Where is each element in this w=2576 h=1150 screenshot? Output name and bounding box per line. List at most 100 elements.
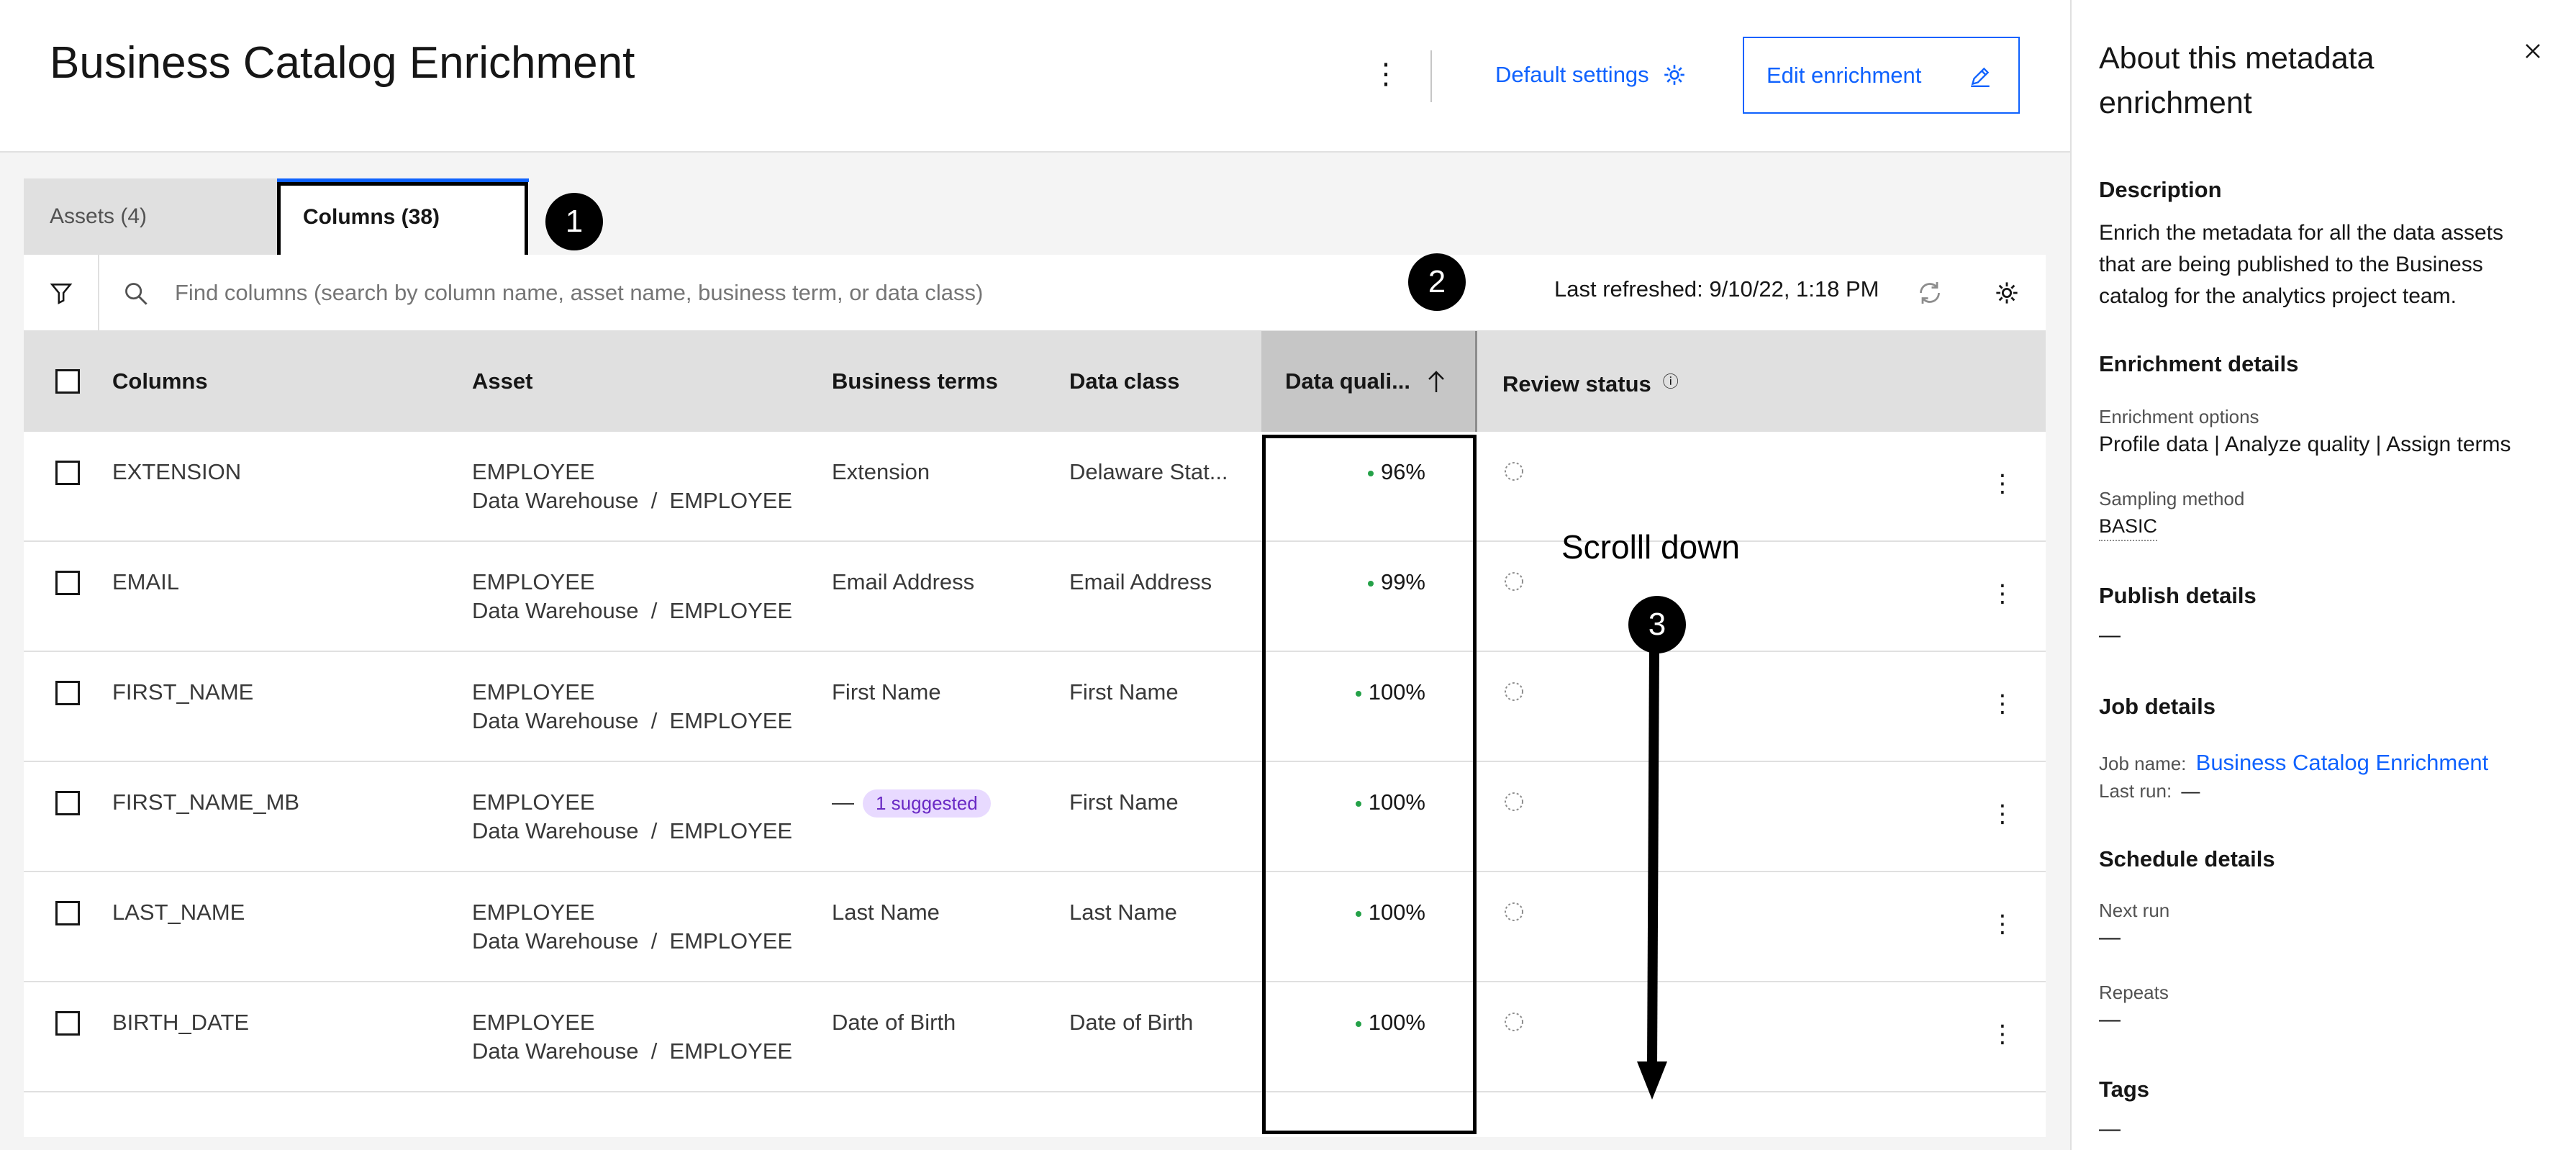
review-status-pending-icon	[1505, 792, 1523, 811]
table-row[interactable]: EMAIL EMPLOYEE Data Warehouse / EMPLOYEE Em…	[24, 542, 2046, 652]
refresh-button[interactable]	[1912, 275, 1948, 311]
quality-status-dot	[1355, 800, 1361, 807]
details-side-panel: About this metadata enrichment Descripti…	[2070, 0, 2576, 1150]
row-checkbox[interactable]	[55, 1011, 80, 1036]
business-term: —	[832, 789, 854, 815]
annotation-callout-2: 2	[1408, 253, 1466, 311]
business-term-cell: Date of Birth	[832, 1010, 956, 1036]
quality-status-dot	[1355, 1020, 1361, 1027]
table-row[interactable]: LAST_NAME EMPLOYEE Data Warehouse / EMPLOY…	[24, 872, 2046, 982]
row-checkbox[interactable]	[55, 461, 80, 485]
repeats-value: —	[2099, 1008, 2121, 1031]
page-header: Business Catalog Enrichment ⋮ Default se…	[0, 0, 2070, 153]
business-term-cell: Email Address	[832, 569, 974, 595]
description-heading: Description	[2099, 177, 2222, 202]
table-row[interactable]: EXTENSION EMPLOYEE Data Warehouse / EMPLOY…	[24, 432, 2046, 542]
sampling-method-value[interactable]: BASIC	[2099, 512, 2158, 541]
data-quality-value: 99%	[1380, 569, 1425, 594]
row-overflow-menu[interactable]: ⋮	[1990, 800, 2015, 828]
quality-status-dot	[1355, 690, 1361, 697]
refresh-icon	[1920, 282, 1940, 304]
business-term: Last Name	[832, 900, 940, 925]
row-checkbox[interactable]	[55, 791, 80, 815]
asset-name[interactable]: EMPLOYEE	[472, 569, 595, 594]
data-class: First Name	[1069, 679, 1179, 705]
header-business-terms[interactable]: Business terms	[832, 368, 998, 394]
gear-icon	[1664, 65, 1684, 85]
asset-path: Data Warehouse / EMPLOYEE	[472, 488, 793, 513]
sorted-column-highlight	[1261, 331, 1477, 432]
row-overflow-menu[interactable]: ⋮	[1990, 1020, 2015, 1048]
column-name[interactable]: BIRTH_DATE	[112, 1010, 250, 1035]
business-term-cell: — 1 suggested	[832, 789, 991, 818]
tags-value: —	[2099, 1117, 2121, 1141]
data-quality-cell: 100%	[1261, 679, 1425, 705]
job-details-heading: Job details	[2099, 694, 2216, 719]
edit-enrichment-label: Edit enrichment	[1767, 62, 1922, 88]
tab-assets[interactable]: Assets (4)	[24, 178, 277, 255]
business-term: Date of Birth	[832, 1010, 956, 1035]
data-quality-value: 96%	[1380, 459, 1425, 484]
overflow-menu-button[interactable]: ⋮	[1371, 58, 1400, 90]
data-quality-value: 100%	[1368, 1010, 1425, 1035]
business-term: Email Address	[832, 569, 975, 594]
data-quality-value: 100%	[1368, 789, 1425, 815]
header-asset[interactable]: Asset	[472, 368, 533, 394]
row-checkbox[interactable]	[55, 571, 80, 595]
quality-status-dot	[1355, 910, 1361, 917]
data-quality-value: 100%	[1368, 900, 1425, 925]
close-icon	[2526, 44, 2540, 58]
header-data-quality[interactable]: Data quali...	[1285, 331, 1446, 432]
suggested-terms-badge[interactable]: 1 suggested	[863, 789, 991, 818]
asset-path: Data Warehouse / EMPLOYEE	[472, 928, 793, 954]
data-quality-cell: 100%	[1261, 900, 1425, 925]
table-toolbar: Last refreshed: 9/10/22, 1:18 PM	[24, 255, 2046, 331]
asset-name[interactable]: EMPLOYEE	[472, 789, 595, 815]
row-checkbox[interactable]	[55, 681, 80, 705]
column-name[interactable]: FIRST_NAME_MB	[112, 789, 300, 815]
filter-button[interactable]	[24, 255, 99, 331]
column-name[interactable]: LAST_NAME	[112, 900, 245, 925]
table-row[interactable]: FIRST_NAME EMPLOYEE Data Warehouse / EMPLO…	[24, 652, 2046, 762]
header-review-status[interactable]: Review status ⓘ	[1502, 334, 1679, 435]
data-class: Last Name	[1069, 900, 1177, 925]
row-overflow-menu[interactable]: ⋮	[1990, 910, 2015, 938]
publish-details-heading: Publish details	[2099, 583, 2257, 608]
scroll-down-arrow	[1637, 647, 1667, 1100]
table-settings-button[interactable]	[1989, 275, 2025, 311]
tab-columns[interactable]: Columns (38)	[277, 178, 529, 255]
annotation-box-tab	[277, 182, 528, 263]
column-name[interactable]: EMAIL	[112, 569, 180, 594]
data-quality-cell: 99%	[1261, 569, 1425, 595]
close-panel-button[interactable]	[2516, 35, 2549, 68]
select-all-checkbox[interactable]	[55, 369, 80, 394]
row-overflow-menu[interactable]: ⋮	[1990, 690, 2015, 717]
edit-enrichment-button[interactable]: Edit enrichment	[1743, 37, 2020, 114]
asset-path: Data Warehouse / EMPLOYEE	[472, 598, 793, 623]
next-run-label: Next run	[2099, 900, 2170, 921]
asset-name[interactable]: EMPLOYEE	[472, 900, 595, 925]
search-input[interactable]	[175, 273, 1312, 312]
table-row[interactable]: FIRST_NAME_MB EMPLOYEE Data Warehouse / EM…	[24, 762, 2046, 872]
annotation-box-quality	[1262, 435, 1477, 1134]
row-checkbox[interactable]	[55, 901, 80, 925]
annotation-scroll-text: Scrolll down	[1561, 528, 1740, 566]
job-name-label: Job name:	[2099, 753, 2187, 774]
column-name[interactable]: FIRST_NAME	[112, 679, 254, 705]
default-settings-label: Default settings	[1495, 62, 1649, 87]
row-overflow-menu[interactable]: ⋮	[1990, 580, 2015, 607]
column-name[interactable]: EXTENSION	[112, 459, 242, 484]
asset-name[interactable]: EMPLOYEE	[472, 679, 595, 705]
header-data-class[interactable]: Data class	[1069, 368, 1180, 394]
review-status-pending-icon	[1505, 1013, 1523, 1031]
table-row[interactable]: BIRTH_DATE EMPLOYEE Data Warehouse / EMPLO…	[24, 982, 2046, 1092]
enrichment-options-value: Profile data | Analyze quality | Assign …	[2099, 433, 2511, 456]
business-term-cell: First Name	[832, 679, 941, 705]
asset-name[interactable]: EMPLOYEE	[472, 459, 595, 484]
job-name-link[interactable]: Business Catalog Enrichment	[2195, 750, 2489, 775]
asset-name[interactable]: EMPLOYEE	[472, 1010, 595, 1035]
row-overflow-menu[interactable]: ⋮	[1990, 470, 2015, 497]
data-quality-value: 100%	[1368, 679, 1425, 705]
default-settings-button[interactable]: Default settings	[1495, 56, 1687, 94]
header-columns[interactable]: Columns	[112, 368, 208, 394]
